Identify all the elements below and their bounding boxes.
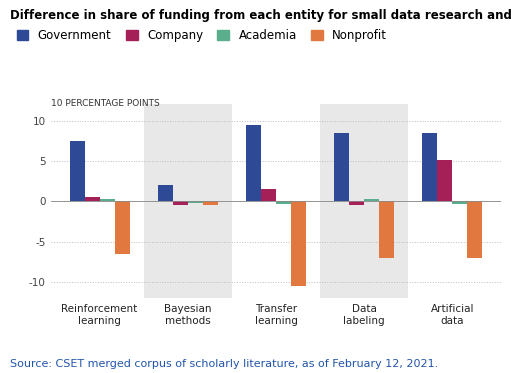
Text: Source: CSET merged corpus of scholarly literature, as of February 12, 2021.: Source: CSET merged corpus of scholarly … xyxy=(10,359,438,369)
Bar xyxy=(114,201,130,254)
Bar xyxy=(437,160,452,201)
Bar xyxy=(69,141,85,201)
Bar xyxy=(364,199,379,201)
Bar xyxy=(379,201,394,258)
Bar xyxy=(452,201,467,204)
Bar xyxy=(188,201,203,203)
Text: Difference in share of funding from each entity for small data research and AI o: Difference in share of funding from each… xyxy=(10,9,511,22)
Bar xyxy=(334,133,349,201)
Bar xyxy=(422,133,437,201)
Bar xyxy=(246,125,261,201)
Bar xyxy=(320,104,408,298)
Bar xyxy=(467,201,482,258)
Bar xyxy=(173,201,188,205)
Bar xyxy=(203,201,218,205)
Bar xyxy=(261,189,276,201)
Bar xyxy=(144,104,232,298)
Bar xyxy=(291,201,306,286)
Bar xyxy=(100,199,114,201)
Text: 10 PERCENTAGE POINTS: 10 PERCENTAGE POINTS xyxy=(51,100,160,109)
Bar xyxy=(349,201,364,205)
Bar xyxy=(158,185,173,201)
Bar xyxy=(276,201,291,204)
Legend: Government, Company, Academia, Nonprofit: Government, Company, Academia, Nonprofit xyxy=(16,29,387,42)
Bar xyxy=(85,197,100,201)
